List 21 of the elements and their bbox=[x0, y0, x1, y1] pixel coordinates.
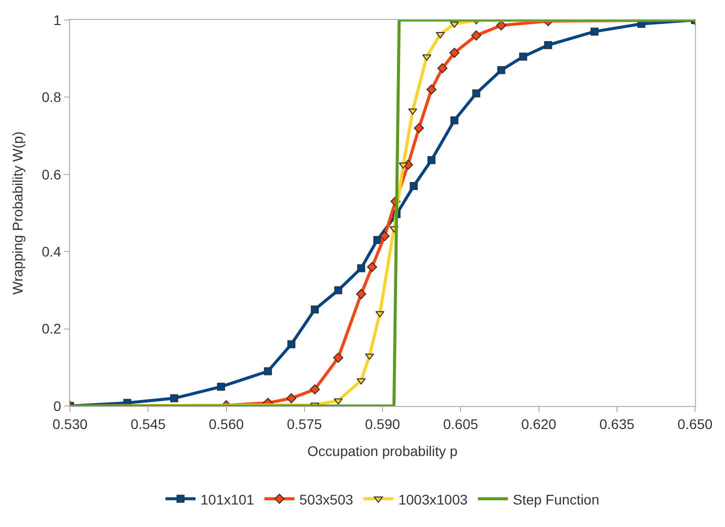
x-tick-label: 0.545 bbox=[130, 416, 166, 432]
x-tick-label: 0.605 bbox=[443, 416, 478, 432]
y-axis-title: Wrapping Probability W(p) bbox=[9, 131, 26, 295]
legend-label: Step Function bbox=[512, 491, 600, 508]
y-tick-label: 0 bbox=[53, 398, 62, 414]
x-tick-label: 0.635 bbox=[599, 416, 635, 432]
x-tick-label: 0.560 bbox=[208, 416, 244, 432]
legend-label: 101x101 bbox=[200, 491, 254, 508]
y-tick-label: 0.4 bbox=[42, 244, 62, 260]
legend-label: 1003x1003 bbox=[398, 491, 468, 508]
y-tick-label: 0.8 bbox=[42, 89, 62, 106]
x-tick-label: 0.575 bbox=[286, 416, 322, 432]
x-tick-label: 0.530 bbox=[52, 416, 88, 432]
x-axis-title: Occupation probability p bbox=[307, 443, 458, 460]
x-tick-label: 0.620 bbox=[521, 416, 556, 432]
legend-label: 503x503 bbox=[299, 491, 354, 508]
y-tick-label: 0.6 bbox=[42, 166, 62, 182]
y-tick-label: 0.2 bbox=[42, 320, 62, 337]
y-tick-label: 1 bbox=[53, 12, 62, 28]
x-tick-label: 0.590 bbox=[364, 416, 400, 432]
x-tick-label: 0.650 bbox=[677, 416, 713, 432]
